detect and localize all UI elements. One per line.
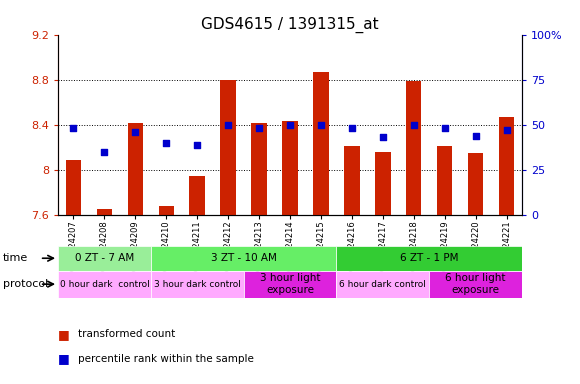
Point: [130, 129, 140, 135]
Text: ■: ■: [58, 328, 70, 341]
Point: [193, 142, 202, 148]
Bar: [406, 81, 422, 215]
Point: [162, 140, 171, 146]
Bar: [190, 175, 205, 215]
Bar: [66, 160, 81, 215]
Bar: [128, 122, 143, 215]
Text: 6 hour light
exposure: 6 hour light exposure: [445, 273, 506, 295]
Point: [347, 125, 357, 131]
Text: 3 hour light
exposure: 3 hour light exposure: [260, 273, 320, 295]
Point: [255, 125, 264, 131]
Point: [69, 125, 78, 131]
Point: [409, 122, 418, 128]
Point: [378, 134, 387, 141]
Bar: [344, 146, 360, 215]
Bar: [429, 271, 522, 298]
Point: [285, 122, 295, 128]
Bar: [151, 271, 244, 298]
Text: protocol: protocol: [3, 279, 48, 289]
Text: 6 hour dark control: 6 hour dark control: [339, 280, 426, 289]
Bar: [375, 152, 390, 215]
Point: [502, 127, 511, 133]
Bar: [282, 121, 298, 215]
Point: [100, 149, 109, 155]
Text: time: time: [3, 253, 28, 263]
Bar: [151, 246, 336, 271]
Bar: [437, 146, 452, 215]
Bar: [244, 271, 336, 298]
Point: [440, 125, 450, 131]
Point: [316, 122, 325, 128]
Text: percentile rank within the sample: percentile rank within the sample: [78, 354, 254, 364]
Text: 0 ZT - 7 AM: 0 ZT - 7 AM: [75, 253, 134, 263]
Bar: [251, 122, 267, 215]
Bar: [220, 79, 236, 215]
Bar: [58, 246, 151, 271]
Text: transformed count: transformed count: [78, 329, 176, 339]
Text: 3 hour dark control: 3 hour dark control: [154, 280, 241, 289]
Point: [471, 132, 480, 139]
Bar: [336, 246, 522, 271]
Bar: [58, 271, 151, 298]
Bar: [468, 153, 483, 215]
Bar: [313, 72, 329, 215]
Text: 0 hour dark  control: 0 hour dark control: [60, 280, 149, 289]
Bar: [336, 271, 429, 298]
Bar: [158, 206, 174, 215]
Text: ■: ■: [58, 353, 70, 366]
Title: GDS4615 / 1391315_at: GDS4615 / 1391315_at: [201, 17, 379, 33]
Text: 6 ZT - 1 PM: 6 ZT - 1 PM: [400, 253, 458, 263]
Bar: [499, 117, 514, 215]
Bar: [97, 209, 112, 215]
Text: 3 ZT - 10 AM: 3 ZT - 10 AM: [211, 253, 277, 263]
Point: [223, 122, 233, 128]
